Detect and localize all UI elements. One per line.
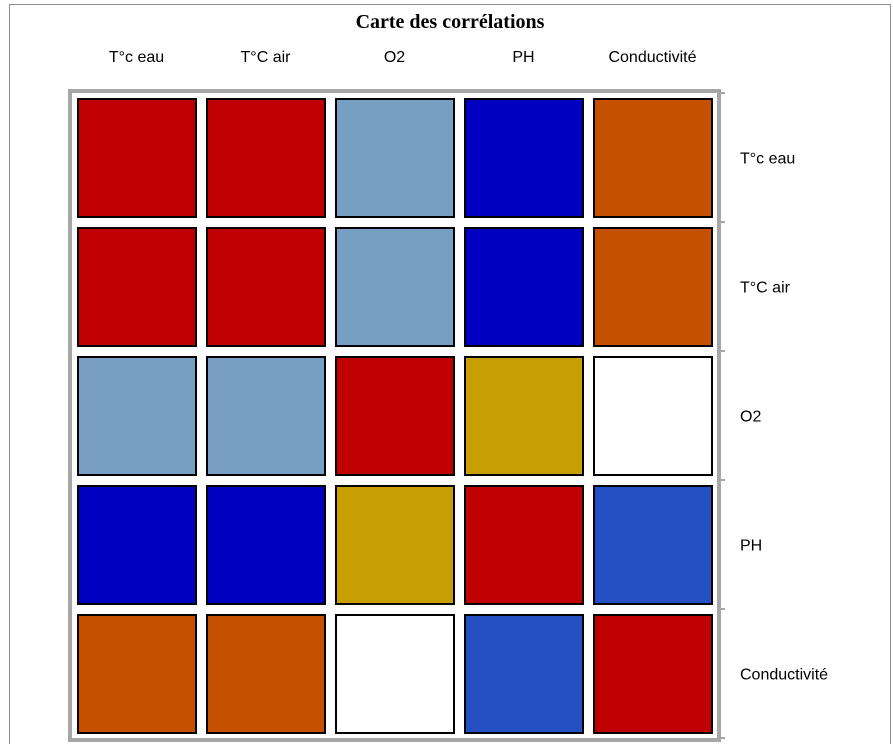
heatmap-cell [77, 227, 197, 347]
column-labels: T°c eau T°C air O2 PH Conductivité [109, 49, 697, 66]
plot-area [68, 89, 725, 742]
heatmap-cell [206, 356, 326, 476]
column-label: PH [512, 49, 534, 66]
heatmap-cell [335, 98, 455, 218]
heatmap-cell [593, 227, 713, 347]
heatmap-cell [77, 614, 197, 734]
column-label: T°c eau [109, 49, 164, 66]
row-label: PH [740, 538, 762, 555]
heatmap-cell [77, 485, 197, 605]
heatmap-cell [464, 356, 584, 476]
chart-frame [9, 4, 891, 744]
heatmap-cell [464, 485, 584, 605]
plot-border [68, 89, 721, 742]
heatmap-cell [206, 227, 326, 347]
heatmap-cell [335, 227, 455, 347]
heatmap-cell [593, 356, 713, 476]
heatmap-cell [206, 98, 326, 218]
row-label: O2 [740, 409, 761, 426]
heatmap-cell [593, 485, 713, 605]
heatmap-cell [464, 227, 584, 347]
heatmap-cell [206, 485, 326, 605]
column-label: T°C air [241, 49, 292, 66]
heatmap-cell [464, 98, 584, 218]
row-label: Conductivité [740, 667, 828, 684]
heatmap-cell [206, 614, 326, 734]
row-labels: T°c eau T°C air O2 PH Conductivité [740, 151, 828, 684]
heatmap-cell [335, 485, 455, 605]
heatmap-cell [77, 356, 197, 476]
heatmap-cell [77, 98, 197, 218]
chart-title: Carte des corrélations [356, 11, 545, 33]
heatmap-cell [335, 614, 455, 734]
heatmap-cell [464, 614, 584, 734]
heatmap-cell [335, 356, 455, 476]
row-label: T°c eau [740, 151, 795, 168]
row-label: T°C air [740, 280, 791, 297]
column-label: O2 [384, 49, 405, 66]
heatmap-cell [593, 98, 713, 218]
column-label: Conductivité [608, 49, 696, 66]
heatmap-cell [593, 614, 713, 734]
